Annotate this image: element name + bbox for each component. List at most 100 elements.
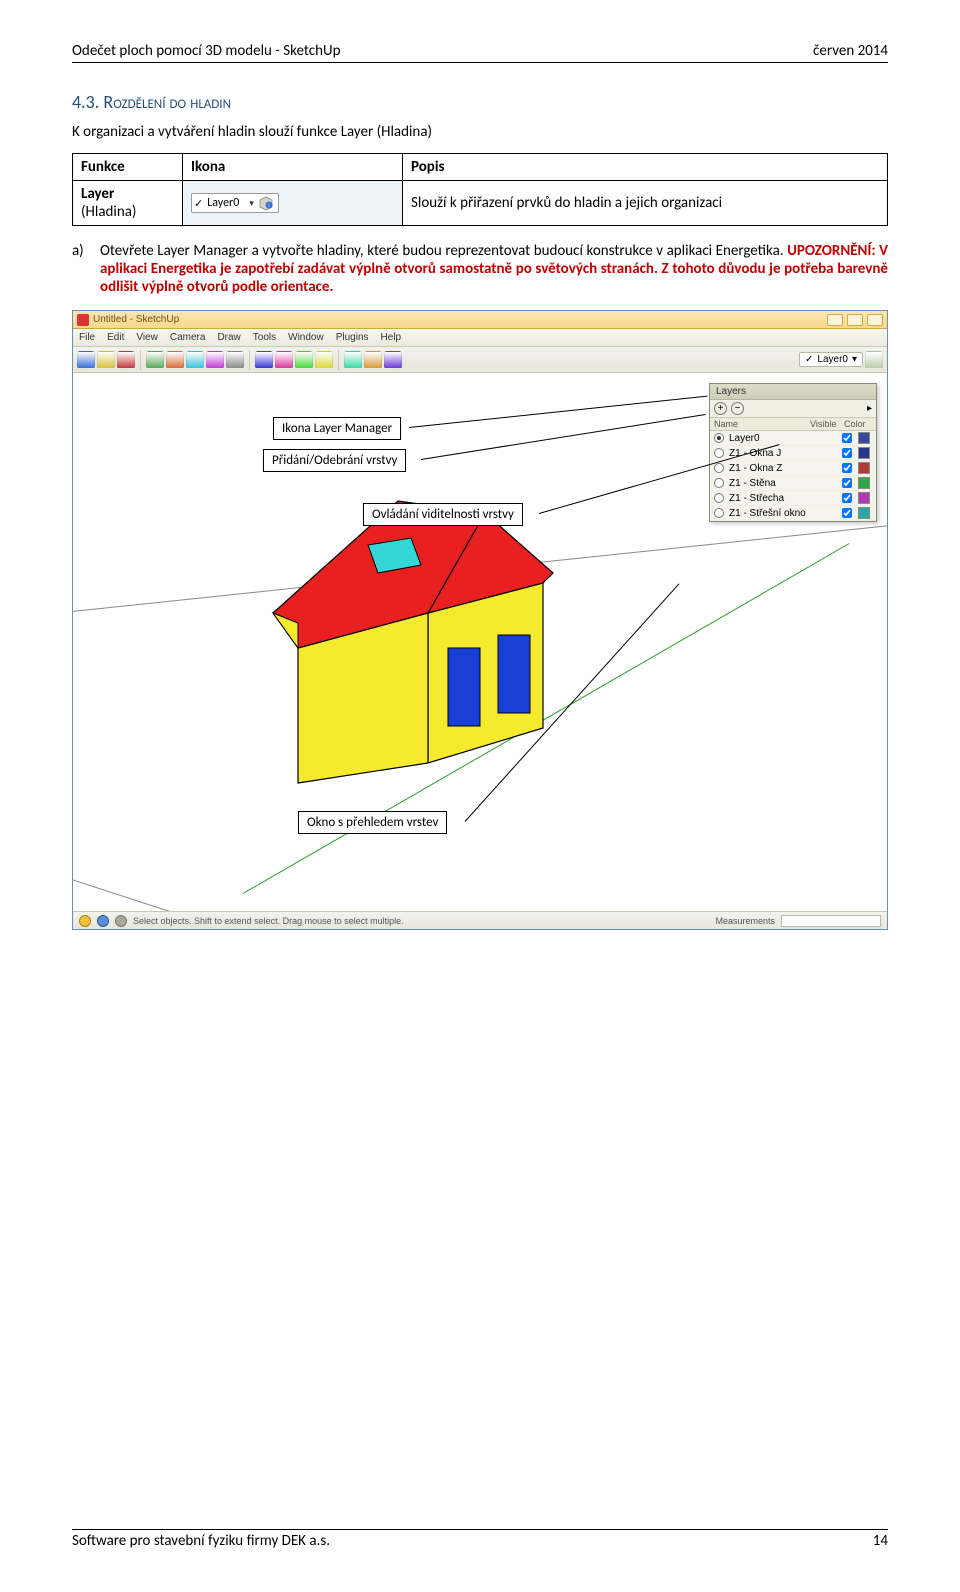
layer-active-radio[interactable] [714,508,724,518]
intro-paragraph: K organizaci a vytváření hladin slouží f… [72,123,888,141]
toolbar-icon[interactable] [97,351,115,369]
toolbar-icon[interactable] [117,351,135,369]
toolbar: ✓ Layer0 ▾ [73,347,887,373]
toolbar-icon[interactable] [186,351,204,369]
lp-h-vis: Visible [810,419,844,429]
layer-name-label: Layer0 [207,196,239,210]
toolbar-icon[interactable] [295,351,313,369]
layer-active-radio[interactable] [714,478,724,488]
layer-name: Z1 - Střecha [729,493,836,504]
layer-name: Z1 - Stěna [729,478,836,489]
layer-row[interactable]: Z1 - Okna J [710,446,876,461]
table-header-row: Funkce Ikona Popis [73,154,888,181]
menu-item-help[interactable]: Help [381,332,402,343]
axis-line2 [73,873,529,911]
toolbar-icon[interactable] [166,351,184,369]
window-title: Untitled - SketchUp [93,314,179,325]
chevron-down-icon: ▾ [249,198,254,209]
layers-panel[interactable]: Layers + − ▸ Name Visible Color Layer0Z1… [709,383,877,522]
toolbar-icon[interactable] [364,351,382,369]
status-icon [115,915,127,927]
page-footer: Software pro stavební fyziku firmy DEK a… [72,1529,888,1550]
add-layer-button[interactable]: + [714,402,727,415]
sketchup-window: Untitled - SketchUp File Edit View Camera Dr… [72,310,888,930]
layer-active-radio[interactable] [714,493,724,503]
layer-active-radio[interactable] [714,433,724,443]
menu-item-window[interactable]: Window [288,332,324,343]
menu-item-camera[interactable]: Camera [170,332,206,343]
callout-icon-layer-manager: Ikona Layer Manager [273,417,401,440]
viewport[interactable]: Layers + − ▸ Name Visible Color Layer0Z1… [73,373,887,911]
toolbar-icon[interactable] [146,351,164,369]
th-popis: Popis [403,154,888,181]
measurements-label: Measurements [715,916,775,926]
menu-item-file[interactable]: File [79,332,95,343]
list-item-a: a) Otevřete Layer Manager a vytvořte hla… [72,242,888,296]
layer-manager-icon[interactable] [865,351,883,369]
toolbar-icon[interactable] [77,351,95,369]
callout-line [409,396,707,428]
toolbar-icon[interactable] [275,351,293,369]
layer-row[interactable]: Layer0 [710,431,876,446]
layer-active-radio[interactable] [714,463,724,473]
layer-name: Z1 - Střešní okno [729,508,836,519]
layer-color-swatch[interactable] [858,477,870,489]
close-button[interactable] [867,314,883,326]
toolbar-icon[interactable] [344,351,362,369]
minimize-button[interactable] [827,314,843,326]
layer-color-swatch[interactable] [858,462,870,474]
layer-visible-checkbox[interactable] [839,508,855,518]
toolbar-icon[interactable] [206,351,224,369]
layers-menu-arrow-icon[interactable]: ▸ [867,403,872,414]
menu-item-plugins[interactable]: Plugins [336,332,369,343]
status-icon [79,915,91,927]
layer-picker-label: Layer0 [817,354,848,365]
toolbar-icon[interactable] [226,351,244,369]
section-num: 4.3. [72,91,99,113]
layer-row[interactable]: Z1 - Stěna [710,476,876,491]
measurements-input[interactable] [781,915,881,927]
layer-active-radio[interactable] [714,448,724,458]
list-marker: a) [72,242,90,296]
remove-layer-button[interactable]: − [731,402,744,415]
titlebar: Untitled - SketchUp [73,311,887,329]
layer-row[interactable]: Z1 - Střecha [710,491,876,506]
lp-h-col: Color [844,419,872,429]
layer-row[interactable]: Z1 - Střešní okno [710,506,876,521]
footer-left: Software pro stavební fyziku firmy DEK a… [72,1532,330,1550]
section-heading: 4.3. Rozdělení do hladin [72,91,888,113]
layer-visible-checkbox[interactable] [839,448,855,458]
layer-color-swatch[interactable] [858,507,870,519]
menu-item-tools[interactable]: Tools [253,332,276,343]
layer-row[interactable]: Z1 - Okna Z [710,461,876,476]
layer-color-swatch[interactable] [858,492,870,504]
maximize-button[interactable] [847,314,863,326]
th-funkce: Funkce [73,154,183,181]
layers-panel-tools: + − ▸ [710,400,876,418]
toolbar-icon[interactable] [384,351,402,369]
toolbar-layer-picker[interactable]: ✓ Layer0 ▾ [799,352,863,367]
layers-panel-header: Name Visible Color [710,418,876,431]
menu-item-view[interactable]: View [136,332,158,343]
check-icon: ✓ [194,197,203,210]
layer-info-icon: i [258,195,274,211]
toolbar-icon[interactable] [255,351,273,369]
layer-visible-checkbox[interactable] [839,463,855,473]
layer-visible-checkbox[interactable] [839,478,855,488]
menu-item-draw[interactable]: Draw [217,332,240,343]
funkce-sub: (Hladina) [81,203,174,221]
toolbar-icon[interactable] [315,351,333,369]
menu-item-edit[interactable]: Edit [107,332,124,343]
layer-color-swatch[interactable] [858,432,870,444]
layer-name: Z1 - Okna Z [729,463,836,474]
layer-dropdown-widget[interactable]: ✓ Layer0 ▾ i [191,193,279,213]
statusbar: Select objects. Shift to extend select. … [73,911,887,929]
check-icon: ✓ [805,354,813,365]
layer-visible-checkbox[interactable] [839,433,855,443]
chevron-down-icon: ▾ [852,354,857,365]
lp-h-name: Name [714,419,810,429]
callout-add-remove: Přidání/Odebrání vrstvy [263,449,406,472]
layer-color-swatch[interactable] [858,447,870,459]
layer-visible-checkbox[interactable] [839,493,855,503]
callout-visibility: Ovládání viditelnosti vrstvy [363,503,523,526]
